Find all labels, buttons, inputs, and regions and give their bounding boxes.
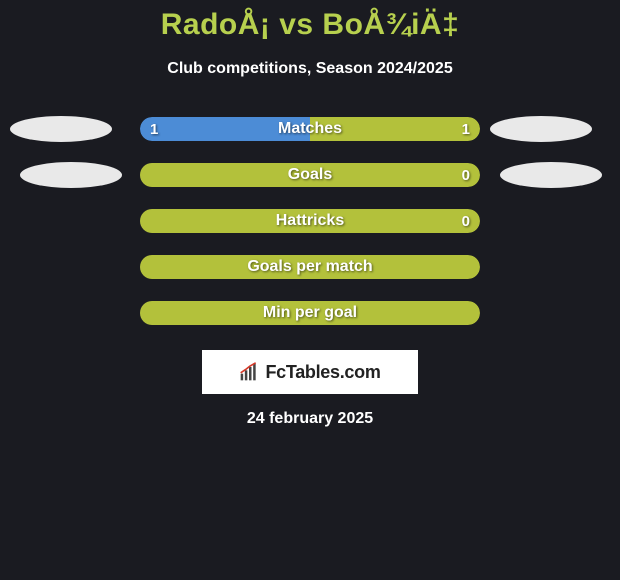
stat-rows: 11Matches0Goals0HattricksGoals per match… [0, 106, 620, 336]
stat-bar-right-fill [140, 163, 480, 187]
stat-bar-right-fill [140, 209, 480, 233]
stat-row: 0Hattricks [0, 198, 620, 244]
brand-badge[interactable]: FcTables.com [202, 350, 418, 394]
stat-row: 11Matches [0, 106, 620, 152]
stat-row: Min per goal [0, 290, 620, 336]
stat-row: Goals per match [0, 244, 620, 290]
stat-bar: 11Matches [140, 117, 480, 141]
stat-row: 0Goals [0, 152, 620, 198]
stat-bar-left-fill [140, 117, 310, 141]
brand-chart-icon [239, 362, 259, 382]
footer-date: 24 february 2025 [0, 410, 620, 428]
stat-bar: Goals per match [140, 255, 480, 279]
stat-bar: 0Goals [140, 163, 480, 187]
stat-bar: 0Hattricks [140, 209, 480, 233]
stat-bar: Min per goal [140, 301, 480, 325]
stat-value-right: 0 [462, 209, 470, 233]
player-left-ellipse [20, 162, 122, 188]
stat-value-right: 1 [462, 117, 470, 141]
stat-value-right: 0 [462, 163, 470, 187]
stat-bar-right-fill [310, 117, 480, 141]
player-right-ellipse [500, 162, 602, 188]
stat-bar-right-fill [140, 255, 480, 279]
stat-value-left: 1 [150, 117, 158, 141]
page-title: RadoÅ¡ vs BoÅ¾iÄ‡ [0, 8, 620, 42]
brand-name: FcTables.com [265, 362, 380, 383]
page-subtitle: Club competitions, Season 2024/2025 [0, 60, 620, 78]
player-left-ellipse [10, 116, 112, 142]
comparison-widget: RadoÅ¡ vs BoÅ¾iÄ‡ Club competitions, Sea… [0, 0, 620, 428]
stat-bar-right-fill [140, 301, 480, 325]
player-right-ellipse [490, 116, 592, 142]
